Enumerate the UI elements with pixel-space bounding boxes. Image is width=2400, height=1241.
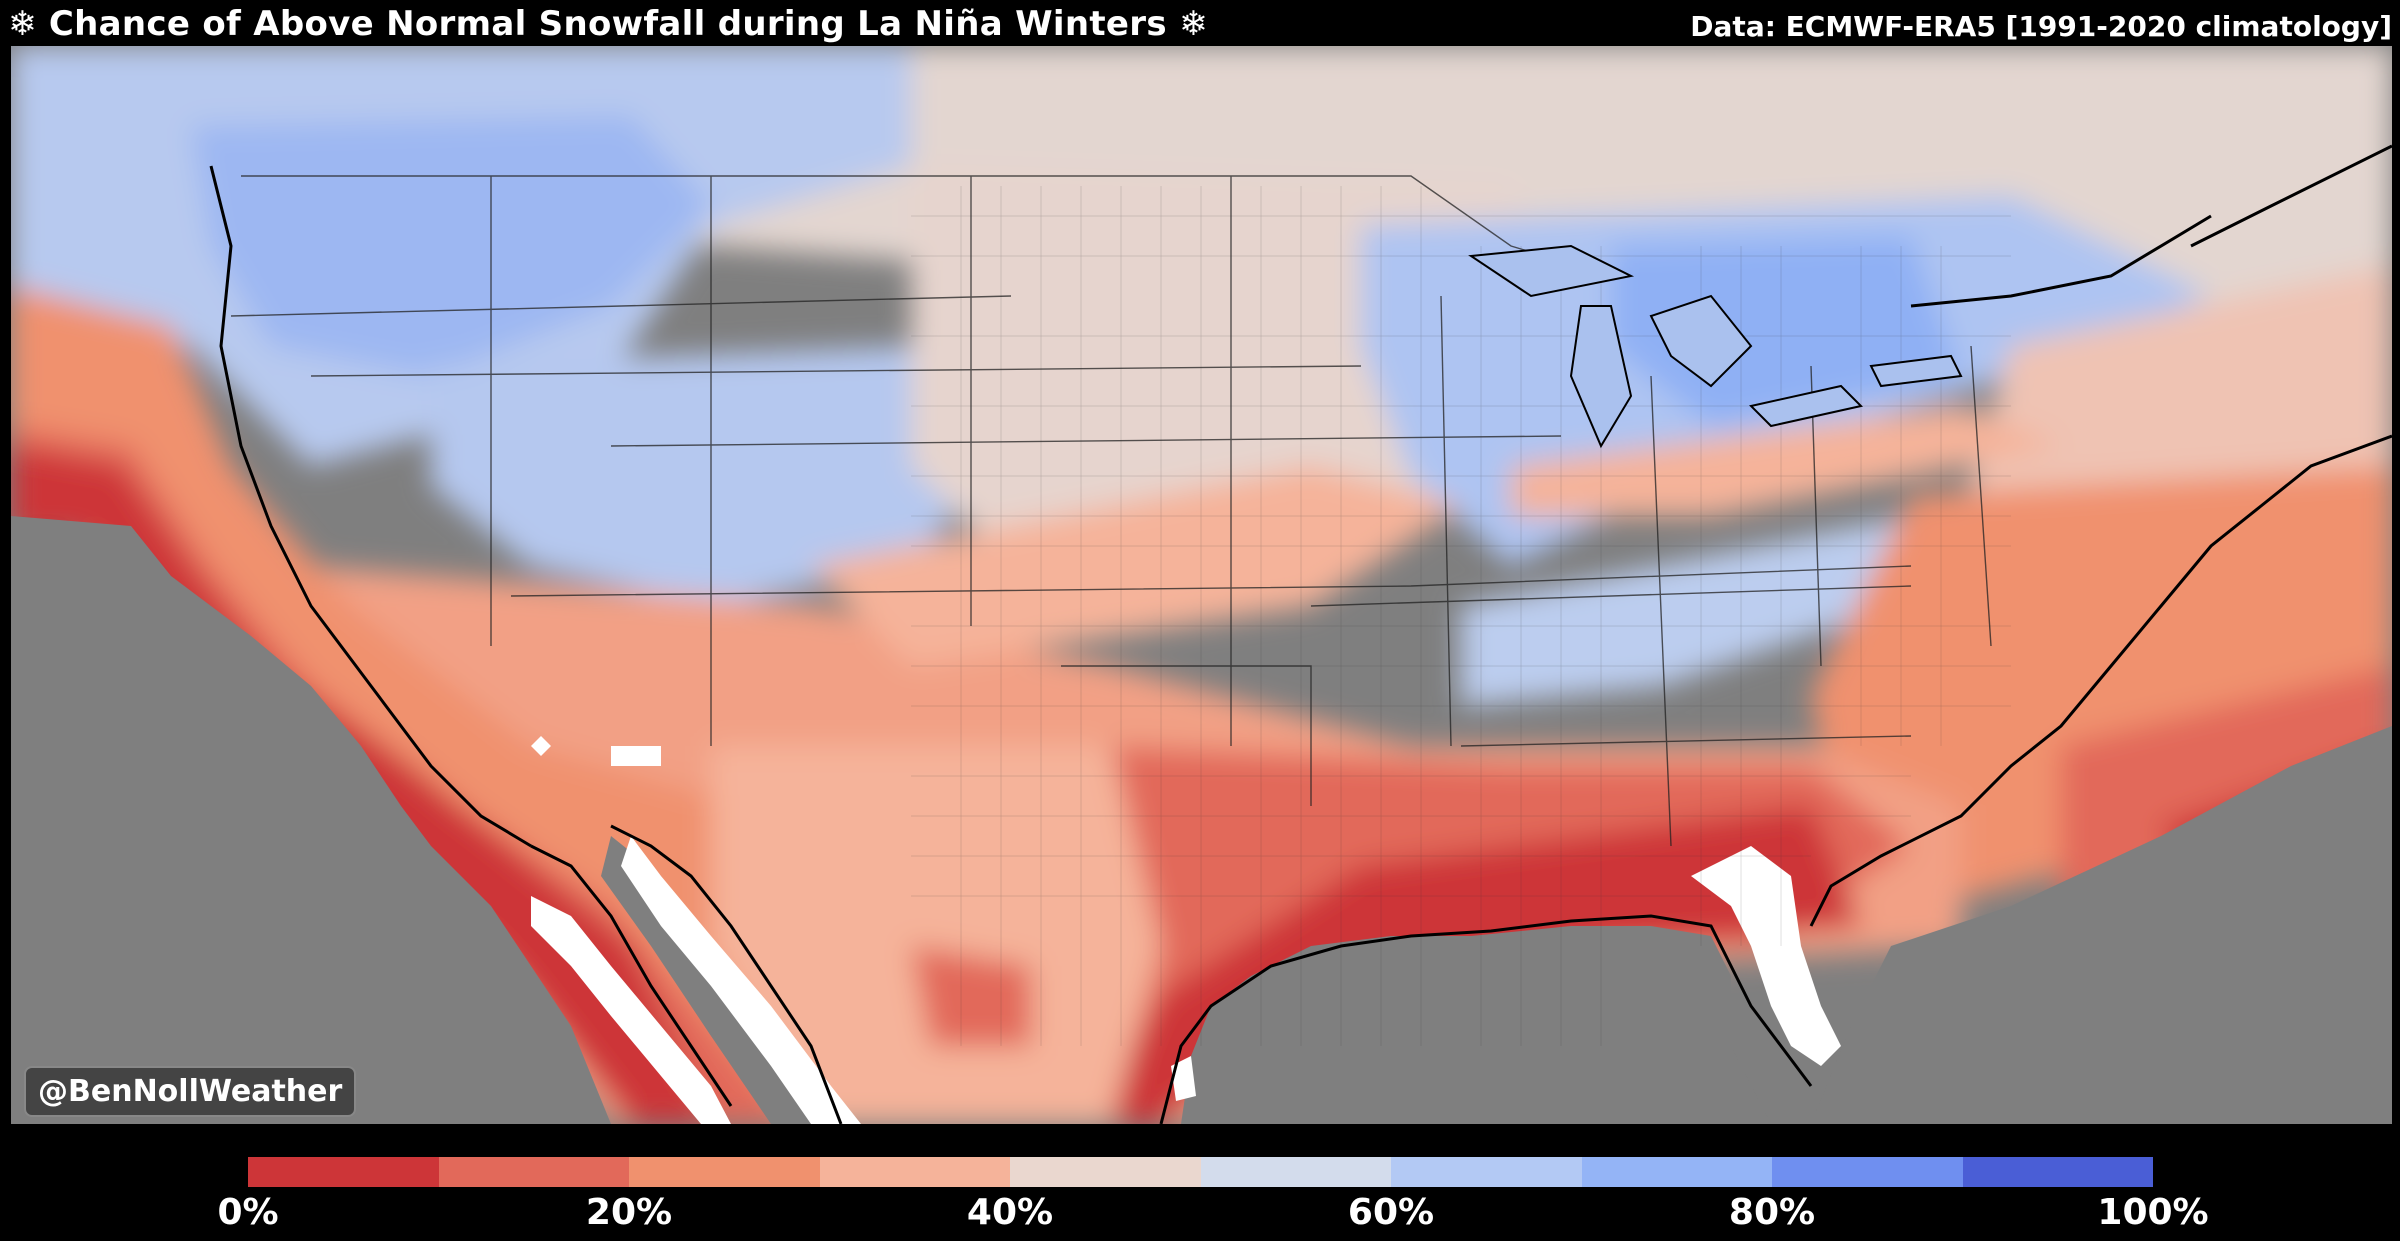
colorbar-bin-9 bbox=[1962, 1157, 2153, 1187]
colorbar-bin-3 bbox=[819, 1157, 1010, 1187]
colorbar-bin-7 bbox=[1581, 1157, 1772, 1187]
great-lakes bbox=[1468, 244, 1963, 449]
county-lines bbox=[911, 186, 2011, 1046]
data-source-label: Data: ECMWF-ERA5 [1991-2020 climatology] bbox=[1690, 10, 2392, 43]
colorbar-bin-0 bbox=[248, 1157, 439, 1187]
colorbar-tick-label: 40% bbox=[966, 1192, 1054, 1233]
state-borders bbox=[230, 175, 1992, 847]
colorbar-bin-2 bbox=[629, 1157, 820, 1187]
colorbar-tick-label: 60% bbox=[1347, 1192, 1435, 1233]
colorbar-bin-6 bbox=[1391, 1157, 1582, 1187]
no-data-areas bbox=[531, 736, 1841, 1124]
ocean-mask bbox=[11, 516, 2392, 1124]
credit-badge: @BenNollWeather bbox=[24, 1066, 357, 1117]
colorbar-tick-label: 0% bbox=[217, 1192, 279, 1233]
colorbar bbox=[248, 1157, 2153, 1187]
colorbar-bin-4 bbox=[1010, 1157, 1201, 1187]
colorbar-bin-1 bbox=[438, 1157, 629, 1187]
colorbar-bin-5 bbox=[1200, 1157, 1391, 1187]
colorbar-tick-label: 100% bbox=[2097, 1192, 2209, 1233]
colorbar-bin-8 bbox=[1772, 1157, 1963, 1187]
map-title: ❄ Chance of Above Normal Snowfall during… bbox=[8, 4, 1208, 44]
colorbar-ticks: 0% 20% 40% 60% 80% 100% bbox=[0, 1192, 2400, 1238]
colorbar-tick-label: 20% bbox=[585, 1192, 673, 1233]
snowfall-probability-map bbox=[11, 46, 2392, 1124]
coastlines bbox=[209, 144, 2392, 1124]
colorbar-tick-label: 80% bbox=[1728, 1192, 1816, 1233]
